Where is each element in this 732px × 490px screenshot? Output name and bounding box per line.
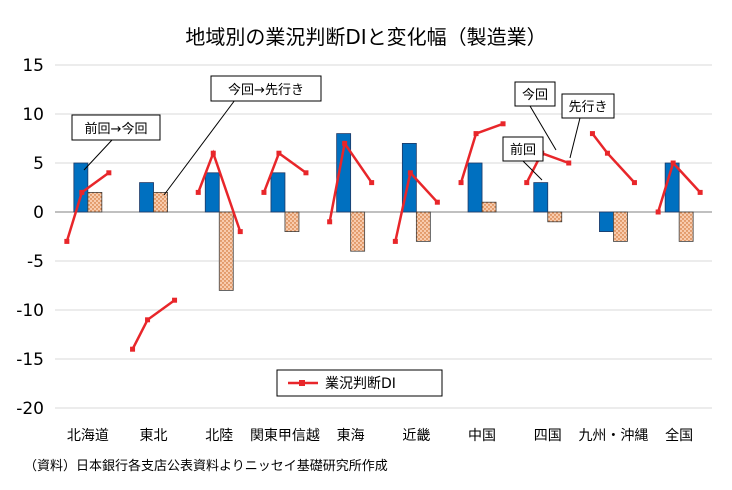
di-point	[237, 229, 243, 235]
bar-change	[87, 191, 103, 213]
x-tick-label: 北海道	[67, 428, 109, 444]
di-lines	[64, 121, 703, 352]
bar-change	[284, 211, 300, 233]
y-tick-label: 5	[33, 154, 44, 174]
bar-change	[613, 211, 628, 242]
di-point	[106, 170, 112, 176]
bar-change	[481, 201, 497, 213]
legend: 業況判断DI	[276, 369, 443, 397]
bar-change	[350, 211, 366, 252]
x-tick-label: 中国	[468, 428, 496, 444]
di-point	[342, 140, 348, 146]
bar-current	[336, 133, 352, 213]
bar-current	[599, 211, 614, 233]
y-tick-label: -10	[16, 301, 44, 321]
y-axis: 15 10 5 0 -5 -10 -15 -20	[16, 56, 44, 419]
di-point	[392, 238, 398, 244]
callout-forecast: 先行き	[561, 93, 615, 159]
x-tick-label: 九州・沖縄	[578, 428, 648, 444]
di-line	[131, 299, 176, 350]
bar-current	[270, 172, 286, 213]
bar-current	[467, 162, 483, 213]
callout-label: 前回	[510, 142, 536, 158]
di-point	[697, 189, 703, 195]
x-tick-label: 北陸	[205, 428, 233, 444]
di-point	[210, 150, 216, 156]
x-tick-label: 関東甲信越	[250, 428, 320, 444]
di-point	[407, 170, 413, 176]
callout-now-to-forecast: 今回→先行き	[163, 75, 322, 196]
bar-change	[547, 211, 563, 223]
x-tick-label: 全国	[665, 427, 693, 444]
bar-change	[153, 191, 168, 213]
y-tick-label: 0	[33, 203, 44, 223]
bars	[73, 133, 694, 291]
callout-now: 今回	[514, 81, 557, 151]
bar-current	[73, 162, 89, 213]
di-point	[130, 346, 136, 352]
di-point	[369, 180, 375, 186]
x-tick-label: 東北	[140, 428, 168, 444]
di-point	[458, 180, 464, 186]
y-tick-label: -20	[16, 399, 44, 419]
di-point	[604, 150, 610, 156]
callout-label: 先行き	[568, 100, 607, 115]
bar-change	[218, 211, 234, 291]
y-tick-label: 15	[22, 56, 44, 76]
di-point	[655, 209, 661, 215]
di-point	[631, 180, 637, 186]
di-point	[670, 160, 676, 166]
di-point	[276, 150, 282, 156]
di-point	[195, 189, 201, 195]
di-point	[172, 297, 178, 303]
di-point	[524, 180, 530, 186]
y-tick-label: -15	[16, 350, 44, 370]
x-tick-label: 東海	[337, 428, 365, 444]
di-point	[589, 131, 595, 137]
x-axis: 北海道 東北 北陸 関東甲信越 東海 近畿 中国 四国 九州・沖縄 全国	[67, 427, 693, 444]
di-point	[261, 189, 267, 195]
di-point	[327, 219, 333, 225]
x-tick-label: 近畿	[402, 428, 430, 444]
callout-prev-to-now: 前回→今回	[71, 114, 161, 171]
di-point	[434, 199, 440, 205]
di-point	[566, 160, 572, 166]
di-point	[473, 131, 479, 137]
callout-label: 今回→先行き	[228, 82, 304, 98]
callout-label: 今回	[522, 87, 548, 103]
callout-label: 前回→今回	[85, 121, 148, 137]
source-note: （資料）日本銀行各支店公表資料よりニッセイ基礎研究所作成	[24, 458, 388, 474]
di-point	[303, 170, 309, 176]
di-line	[591, 132, 636, 184]
y-tick-label: 10	[22, 105, 44, 125]
x-tick-label: 四国	[534, 428, 562, 444]
chart-title: 地域別の業況判断DIと変化幅（製造業）	[185, 25, 546, 49]
di-point	[500, 121, 506, 127]
bar-current	[533, 182, 549, 213]
bar-change	[415, 211, 431, 242]
legend-label: 業況判断DI	[325, 376, 396, 392]
di-point	[145, 317, 151, 323]
callout-prev: 前回	[502, 136, 544, 181]
y-tick-label: -5	[27, 252, 44, 272]
di-point	[79, 189, 85, 195]
bar-current	[204, 172, 220, 213]
bar-change	[678, 211, 694, 242]
bar-current	[139, 182, 154, 213]
di-point	[64, 238, 70, 244]
